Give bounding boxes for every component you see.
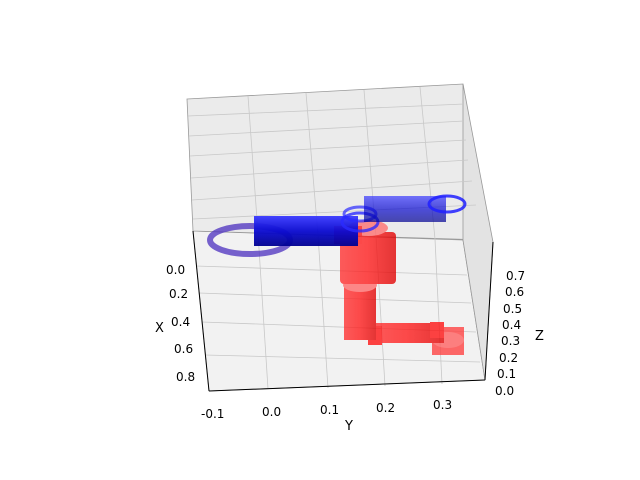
y-tick-2: 0.1 (320, 403, 339, 417)
z-axis-ticks: 0.0 0.1 0.2 0.3 0.4 0.5 0.6 0.7 (495, 269, 525, 398)
z-axis-label: Z (535, 329, 544, 344)
z-tick-4: 0.4 (502, 318, 521, 332)
z-tick-7: 0.7 (506, 269, 525, 283)
x-tick-1: 0.2 (169, 287, 188, 301)
y-axis-ticks: -0.1 0.0 0.1 0.2 0.3 (201, 398, 452, 421)
x-tick-2: 0.4 (171, 315, 190, 329)
y-tick-4: 0.3 (433, 398, 452, 412)
blue-arm (207, 194, 467, 257)
y-tick-0: -0.1 (201, 407, 224, 421)
z-tick-0: 0.0 (495, 384, 514, 398)
axis-lines (192, 230, 494, 392)
x-axis-label: X (155, 321, 164, 336)
z-tick-1: 0.1 (497, 367, 516, 381)
x-tick-0: 0.0 (166, 263, 185, 277)
blue-ring-right (427, 194, 467, 214)
z-tick-3: 0.3 (501, 334, 520, 348)
x-tick-4: 0.8 (176, 370, 195, 384)
y-tick-1: 0.0 (262, 405, 281, 419)
y-tick-3: 0.2 (376, 401, 395, 415)
z-tick-5: 0.5 (503, 302, 522, 316)
z-tick-6: 0.6 (505, 285, 524, 299)
y-axis-label: Y (344, 419, 353, 434)
z-tick-2: 0.2 (499, 351, 518, 365)
red-link-lower (370, 323, 444, 343)
x-axis-ticks: 0.0 0.2 0.4 0.6 0.8 (166, 263, 195, 384)
x-tick-3: 0.6 (174, 342, 193, 356)
